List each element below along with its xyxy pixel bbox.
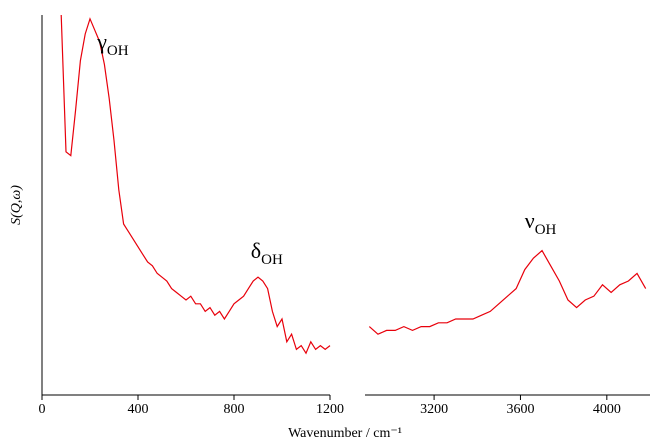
x-tick-label: 3200 xyxy=(420,402,448,417)
x-axis-label: Wavenumber / cm⁻¹ xyxy=(288,426,402,441)
y-axis-label: S(Q,ω) xyxy=(9,185,24,225)
x-tick-label: 4000 xyxy=(593,402,621,417)
peak-subscript: OH xyxy=(535,222,557,238)
peak-label: γOH xyxy=(96,29,129,59)
peak-subscript: OH xyxy=(107,43,129,59)
peak-subscript: OH xyxy=(261,252,283,268)
x-tick-label: 3600 xyxy=(506,402,534,417)
spectrum-line xyxy=(60,14,331,355)
peak-symbol: ν xyxy=(525,208,535,233)
spectrum-line xyxy=(368,249,647,335)
x-tick-label: 1200 xyxy=(316,402,344,417)
peak-symbol: δ xyxy=(251,238,261,263)
peak-label: δOH xyxy=(251,238,283,268)
x-tick-label: 800 xyxy=(224,402,245,417)
peak-symbol: γ xyxy=(96,29,107,54)
x-tick-label: 400 xyxy=(128,402,149,417)
peak-label: νOH xyxy=(525,208,557,238)
x-tick-label: 0 xyxy=(39,402,46,417)
